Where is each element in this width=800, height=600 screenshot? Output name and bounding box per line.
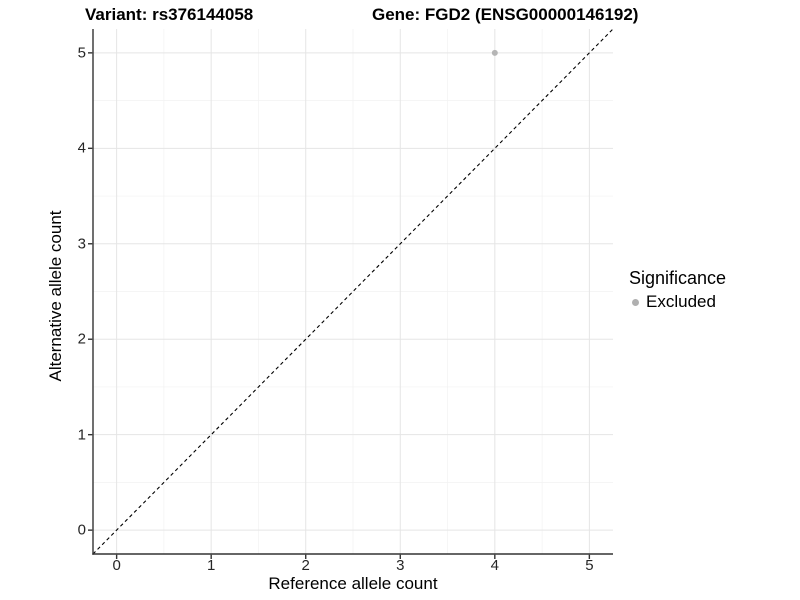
plot-title-variant: Variant: rs376144058	[85, 5, 254, 24]
x-tick-label: 5	[585, 557, 594, 574]
x-tick-label: 4	[490, 557, 499, 574]
y-tick-label: 1	[77, 426, 86, 444]
legend-point-icon	[632, 298, 639, 306]
y-tick-label: 3	[77, 235, 86, 253]
legend: Significance Excluded	[629, 268, 726, 312]
legend-item-label: Excluded	[646, 292, 716, 311]
legend-title: Significance	[629, 268, 727, 288]
y-tick-label: 0	[77, 521, 86, 539]
x-tick-label: 1	[207, 557, 216, 574]
x-tick-label: 2	[301, 557, 310, 574]
x-tick-label: 3	[396, 557, 405, 574]
x-axis-title: Reference allele count	[268, 574, 438, 593]
y-tick-label: 5	[77, 44, 86, 62]
y-tick-label: 2	[77, 330, 86, 348]
plot-title-gene: Gene: FGD2 (ENSG00000146192)	[372, 5, 639, 24]
x-tick-label: 0	[112, 557, 121, 574]
y-tick-label: 4	[77, 139, 86, 157]
data-point	[491, 49, 498, 56]
y-axis-title: Alternative allele count	[46, 210, 65, 382]
legend-item-excluded: Excluded	[629, 292, 726, 312]
